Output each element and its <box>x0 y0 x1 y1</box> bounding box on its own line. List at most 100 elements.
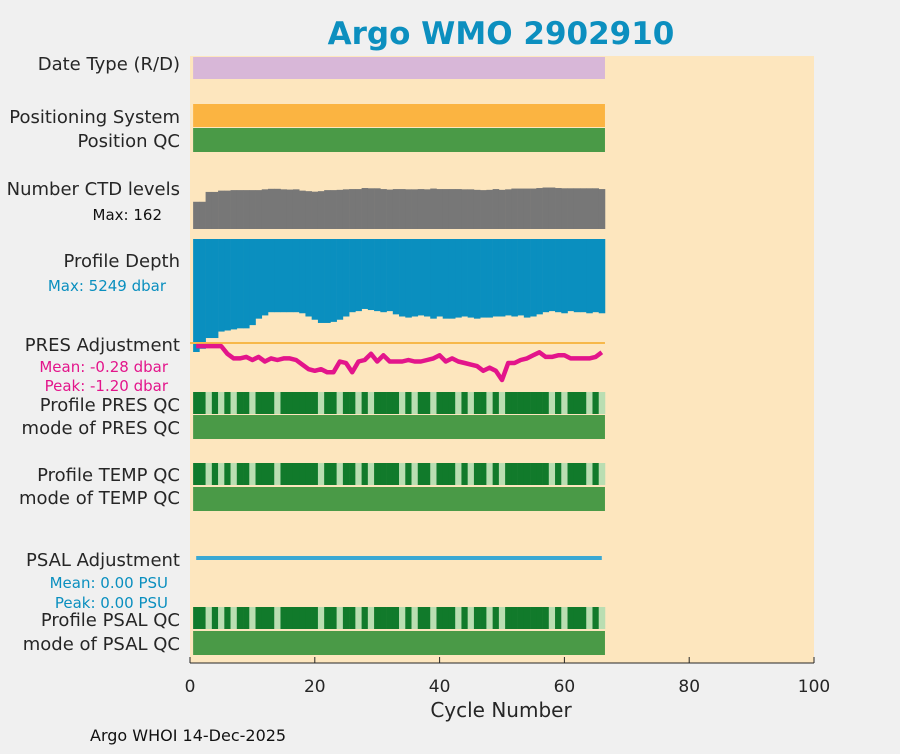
profile-pres-qc-cell <box>486 392 493 414</box>
profile-temp-qc-cell <box>193 463 200 485</box>
profile-temp-qc-cell <box>467 463 475 485</box>
profile-psal-qc-cell <box>342 607 350 629</box>
profile-temp-qc-cell <box>311 463 319 485</box>
profile-psal-qc-cell <box>286 607 294 629</box>
profile-psal-qc-cell <box>442 607 450 629</box>
ctd-levels-bar <box>349 189 356 229</box>
profile-depth-bar <box>311 239 319 320</box>
profile-depth-bar <box>555 239 562 313</box>
profile-pres-qc-cell <box>361 392 369 414</box>
ctd-levels-bar <box>374 188 381 229</box>
profile-pres-qc-cell <box>430 392 437 414</box>
profile-pres-qc-cell <box>280 392 288 414</box>
profile-temp-qc-cell <box>498 463 506 485</box>
profile-psal-qc-cell <box>505 607 512 629</box>
profile-temp-qc-cell <box>317 463 325 485</box>
ctd-levels-bar <box>274 188 281 229</box>
profile-psal-qc-cell <box>573 607 581 629</box>
profile-psal-qc-cell <box>405 607 412 629</box>
ctd-levels-bar <box>317 191 325 229</box>
psal-mean-label: Mean: 0.00 PSU <box>50 574 168 592</box>
profile-psal-qc-cell <box>336 607 344 629</box>
profile-depth-bar <box>424 239 431 317</box>
profile-pres-qc-cell <box>455 392 462 414</box>
ctd-levels-bar <box>361 188 369 229</box>
profile-temp-qc-cell <box>492 463 500 485</box>
ctd-levels-bar <box>311 191 319 229</box>
x-tick-label: 0 <box>185 677 196 697</box>
profile-temp-qc-cell <box>548 463 556 485</box>
profile-psal-qc-cell <box>530 607 537 629</box>
profile-temp-qc-cell <box>580 463 587 485</box>
profile-psal-qc-cell <box>230 607 238 629</box>
profile-psal-qc-cell <box>392 607 400 629</box>
profile-depth-bar <box>580 239 587 313</box>
profile-temp-qc-cell <box>542 463 550 485</box>
profile-depth-bar <box>274 239 281 313</box>
profile-depth-bar <box>280 239 288 313</box>
x-tick-label: 100 <box>798 677 830 697</box>
profile-temp-qc-cell <box>399 463 406 485</box>
profile-depth-bar <box>442 239 450 319</box>
profile-pres-qc-cell <box>567 392 575 414</box>
ctd-levels-bar <box>536 188 543 229</box>
profile-psal-qc-cell <box>199 607 206 629</box>
label-profile-pres-qc: Profile PRES QC <box>40 395 180 416</box>
profile-pres-qc-cell <box>286 392 294 414</box>
ctd-levels-bar <box>392 189 400 229</box>
profile-temp-qc-cell <box>211 463 219 485</box>
ctd-levels-bar <box>492 189 500 229</box>
profile-depth-bar <box>586 239 593 314</box>
ctd-levels-bar <box>342 189 350 229</box>
ctd-levels-bar <box>442 189 450 229</box>
profile-depth-bar <box>448 239 456 319</box>
profile-psal-qc-cell <box>311 607 319 629</box>
profile-depth-bar <box>286 239 294 313</box>
ctd-levels-bar <box>530 188 537 229</box>
profile-psal-qc-cell <box>330 607 337 629</box>
label-mode-pres-qc: mode of PRES QC <box>22 418 180 439</box>
profile-temp-qc-cell <box>461 463 468 485</box>
profile-temp-qc-cell <box>292 463 300 485</box>
profile-pres-qc-cell <box>392 392 400 414</box>
profile-temp-qc-cell <box>230 463 238 485</box>
ctd-levels-bar <box>473 189 481 229</box>
profile-depth-bar <box>405 239 412 318</box>
profile-depth-bar <box>392 239 400 315</box>
profile-pres-qc-cell <box>330 392 337 414</box>
profile-temp-qc-cell <box>517 463 525 485</box>
profile-psal-qc-cell <box>324 607 331 629</box>
profile-temp-qc-cell <box>361 463 369 485</box>
profile-temp-qc-cell <box>436 463 444 485</box>
profile-temp-qc-cell <box>430 463 437 485</box>
profile-temp-qc-cell <box>455 463 462 485</box>
profile-pres-qc-cell <box>349 392 356 414</box>
profile-depth-bar <box>243 239 250 329</box>
profile-pres-qc-cell <box>224 392 231 414</box>
profile-pres-qc-cell <box>480 392 487 414</box>
profile-depth-bar <box>399 239 406 317</box>
ctd-levels-bar <box>330 190 337 229</box>
profile-temp-qc-cell <box>380 463 387 485</box>
profile-pres-qc-cell <box>305 392 312 414</box>
profile-temp-qc-cell <box>199 463 206 485</box>
ctd-levels-bar <box>592 188 600 229</box>
mode-pres-qc-band <box>193 415 605 439</box>
profile-temp-qc-cell <box>411 463 419 485</box>
profile-pres-qc-cell <box>530 392 537 414</box>
ctd-levels-bar <box>211 191 219 229</box>
ctd-levels-bar <box>236 190 244 229</box>
profile-depth-bar <box>461 239 468 317</box>
profile-psal-qc-cell <box>193 607 200 629</box>
profile-depth-bar <box>517 239 525 316</box>
positioning-system-band <box>193 104 605 127</box>
profile-psal-qc-cell <box>555 607 562 629</box>
profile-temp-qc-cell <box>486 463 493 485</box>
profile-psal-qc-cell <box>461 607 468 629</box>
profile-temp-qc-cell <box>355 463 362 485</box>
ctd-levels-bar <box>405 189 412 229</box>
label-positioning-system: Positioning System <box>9 107 180 128</box>
label-profile-temp-qc: Profile TEMP QC <box>37 465 180 486</box>
profile-psal-qc-cell <box>299 607 306 629</box>
profile-temp-qc-cell <box>417 463 425 485</box>
